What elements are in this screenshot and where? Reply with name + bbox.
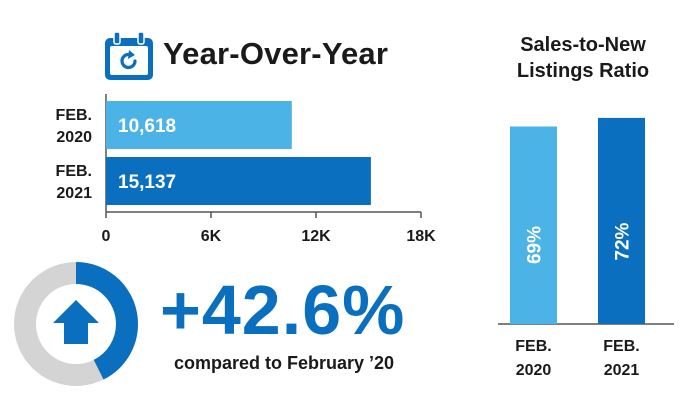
- arrow-up-shape: [53, 300, 99, 344]
- bar: [106, 101, 292, 149]
- ratio-title-line1: Sales-to-New: [520, 34, 646, 56]
- category-label: 2020: [56, 129, 92, 146]
- x-tick-label: 0: [102, 228, 111, 245]
- x-tick-label: 6K: [201, 228, 222, 245]
- arrow-up-icon: [53, 300, 99, 344]
- category-label: FEB.: [56, 107, 92, 124]
- ratio-chart-title: Sales-to-New Listings Ratio: [493, 32, 673, 84]
- category-label: FEB.: [603, 338, 639, 355]
- bar-value-label: 72%: [613, 222, 634, 260]
- chart-title: Year-Over-Year: [163, 36, 389, 71]
- category-label: 2021: [604, 362, 640, 379]
- category-label: FEB.: [515, 338, 551, 355]
- calendar-refresh-icon: [105, 31, 153, 80]
- donut-progress: [14, 262, 138, 386]
- bar-value-label: 10,618: [118, 116, 176, 137]
- x-tick-label: 12K: [301, 228, 331, 245]
- bar-value-label: 69%: [525, 226, 546, 264]
- ratio-title-line2: Listings Ratio: [516, 60, 650, 82]
- percent-change-value: +42.6%: [160, 271, 406, 349]
- category-label: 2020: [516, 362, 552, 379]
- bar-value-label: 15,137: [118, 172, 176, 193]
- sales-to-listings-ratio-chart: 69% FEB. 2020 72% FEB. 2021: [498, 117, 674, 379]
- percent-change-caption: compared to February ’20: [174, 353, 395, 373]
- bar: [106, 157, 371, 205]
- bar: [510, 126, 557, 324]
- x-tick-label: 18K: [406, 228, 436, 245]
- category-label: 2021: [56, 185, 92, 202]
- year-over-year-bar-chart: 10,618 FEB. 2020 15,137 FEB. 2021 0 6K 12K 18K: [56, 94, 436, 245]
- change-donut: [14, 262, 138, 386]
- bar: [598, 117, 645, 325]
- category-label: FEB.: [56, 163, 92, 180]
